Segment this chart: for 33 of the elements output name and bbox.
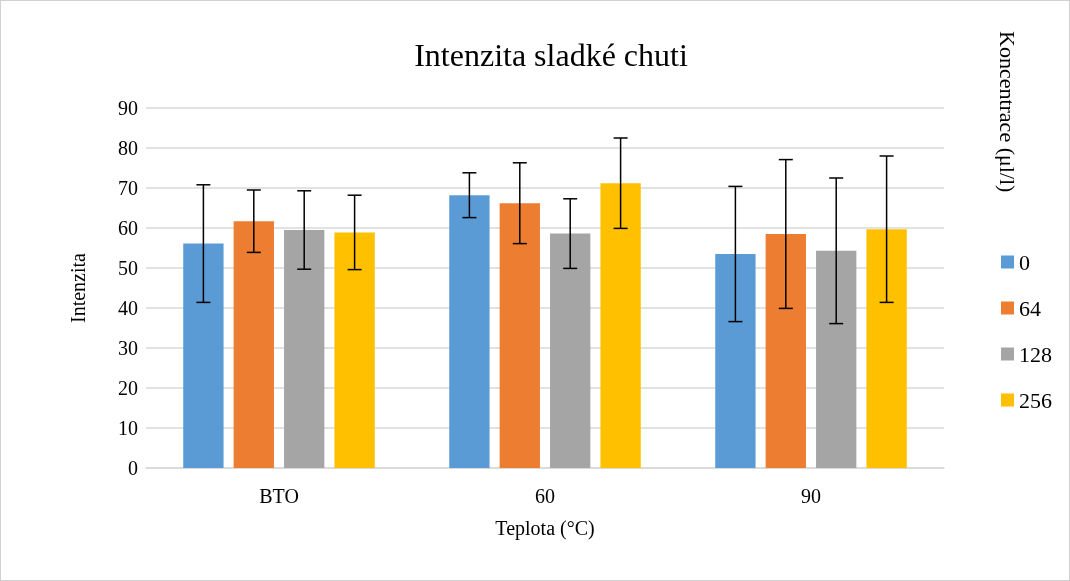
x-tick-label: BTO bbox=[259, 485, 299, 507]
legend-title: Koncentrace (μl/l) bbox=[994, 31, 1020, 193]
x-tick-label: 60 bbox=[535, 485, 555, 507]
x-axis-title: Teplota (°C) bbox=[495, 517, 595, 540]
bar bbox=[866, 229, 907, 468]
chart-title: Intenzita sladké chuti bbox=[414, 37, 688, 73]
bar bbox=[334, 232, 375, 468]
y-tick-label: 40 bbox=[118, 297, 138, 319]
bar bbox=[550, 233, 591, 468]
bar bbox=[449, 195, 490, 468]
y-tick-label: 50 bbox=[118, 257, 138, 279]
y-tick-label: 90 bbox=[118, 97, 138, 119]
y-tick-label: 20 bbox=[118, 377, 138, 399]
bar bbox=[715, 254, 756, 468]
y-tick-label: 10 bbox=[118, 417, 138, 439]
legend-label: 64 bbox=[1019, 295, 1041, 321]
y-tick-label: 60 bbox=[118, 217, 138, 239]
legend-label: 128 bbox=[1019, 341, 1052, 367]
bar bbox=[183, 243, 224, 468]
x-tick-label: 90 bbox=[801, 485, 821, 507]
y-tick-label: 0 bbox=[128, 457, 138, 479]
bar bbox=[499, 203, 540, 468]
bar bbox=[816, 250, 857, 468]
bar bbox=[600, 183, 641, 468]
y-axis-title: Intenzita bbox=[67, 252, 89, 323]
y-tick-label: 30 bbox=[118, 337, 138, 359]
bar bbox=[765, 234, 806, 468]
y-tick-label: 70 bbox=[118, 177, 138, 199]
bar bbox=[284, 230, 325, 468]
y-tick-label: 80 bbox=[118, 137, 138, 159]
bar bbox=[233, 221, 274, 468]
legend-label: 0 bbox=[1019, 249, 1030, 275]
legend-label: 256 bbox=[1019, 387, 1052, 413]
